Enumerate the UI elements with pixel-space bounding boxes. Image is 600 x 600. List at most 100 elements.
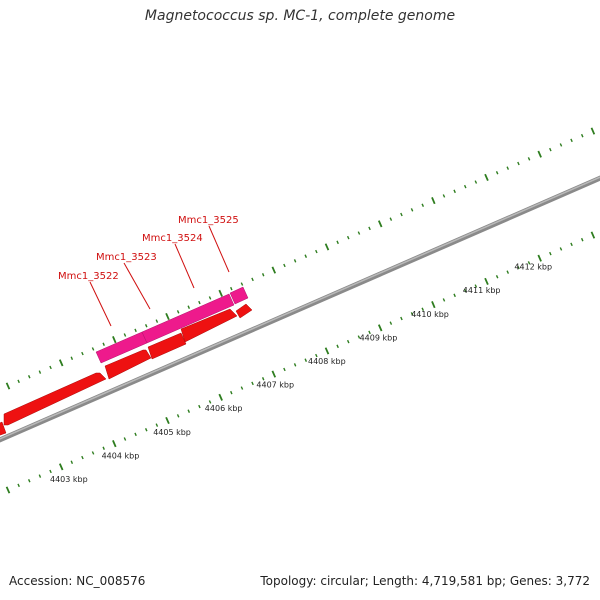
inner-tick — [537, 254, 542, 262]
scale-labels: 4403 kbp 4404 kbp 4405 kbp 4406 kbp 4407 kbp… — [50, 263, 552, 484]
gene-mmc1-3525[interactable] — [229, 286, 249, 305]
genome-backbone — [0, 175, 600, 443]
outer-tick — [537, 150, 542, 158]
inner-tick — [549, 251, 552, 256]
inner-tick — [102, 446, 105, 450]
inner-tick — [506, 270, 510, 274]
outer-tick — [580, 133, 584, 138]
inner-tick — [559, 247, 563, 251]
gene-mmc1-3523[interactable] — [141, 293, 235, 344]
gene-label[interactable]: Mmc1_3524 — [142, 233, 203, 244]
inner-tick — [112, 440, 117, 448]
outer-tick — [112, 336, 117, 344]
outer-tick — [304, 254, 308, 258]
map-title: Magnetococcus sp. MC-1, complete genome — [144, 8, 456, 24]
outer-tick — [421, 203, 425, 207]
inner-tick — [198, 404, 201, 409]
inner-tick — [421, 307, 425, 311]
inner-tick — [442, 298, 446, 302]
outer-tick — [38, 370, 42, 374]
inner-tick — [70, 460, 74, 464]
gene-reverse-2[interactable] — [104, 349, 152, 380]
outer-tick — [187, 305, 191, 309]
outer-tick — [155, 319, 159, 323]
scale-label: 4411 kbp — [463, 286, 501, 295]
inner-tick — [218, 393, 223, 401]
inner-tick — [17, 483, 20, 488]
outer-tick — [431, 197, 436, 205]
outer-tick — [208, 296, 212, 300]
scale-label: 4407 kbp — [256, 381, 294, 390]
genome-summary-text: Topology: circular; Length: 4,719,581 bp… — [260, 574, 590, 588]
inner-tick — [58, 463, 64, 471]
inner-tick — [165, 416, 170, 425]
scale-label: 4404 kbp — [102, 451, 140, 460]
inner-tick — [261, 377, 265, 381]
outer-tick — [590, 127, 596, 135]
inner-tick — [91, 451, 95, 455]
gene-reverse-5[interactable] — [235, 303, 253, 319]
outer-tick — [144, 324, 148, 328]
outer-tick — [410, 208, 414, 212]
outer-tick — [5, 382, 11, 390]
inner-tick — [474, 284, 478, 288]
gene-label[interactable]: Mmc1_3522 — [58, 271, 119, 282]
outer-tick — [251, 277, 254, 282]
outer-tick — [123, 333, 127, 337]
outer-tick — [495, 171, 499, 175]
outer-tick — [549, 147, 552, 152]
outer-tick — [389, 217, 393, 221]
inner-tick — [176, 414, 180, 418]
gene-label[interactable]: Mmc1_3523 — [96, 252, 157, 263]
gene-labels: Mmc1_3522 Mmc1_3523 Mmc1_3524 Mmc1_3525 — [58, 215, 239, 282]
outer-tick — [165, 312, 170, 321]
inner-tick — [240, 386, 244, 390]
leader-mmc1-3522 — [89, 281, 112, 327]
gene-reverse-1[interactable] — [3, 372, 107, 426]
outer-tick — [49, 365, 52, 370]
outer-tick — [368, 226, 371, 231]
scale-label: 4412 kbp — [514, 263, 552, 272]
outer-tick — [336, 240, 339, 245]
outer-tick — [293, 259, 297, 263]
outer-tick — [102, 342, 105, 346]
gene-reverse-0[interactable] — [0, 421, 7, 437]
inner-tick — [336, 344, 339, 349]
outer-tick — [91, 347, 95, 351]
inner-tick — [324, 347, 330, 355]
outer-tick — [357, 231, 361, 235]
inner-tick — [27, 479, 31, 483]
outer-tick — [176, 310, 180, 314]
scale-label: 4409 kbp — [360, 333, 398, 342]
gene-label[interactable]: Mmc1_3525 — [178, 215, 239, 226]
outer-tick — [474, 180, 478, 184]
inner-tick — [251, 381, 254, 386]
gene-reverse-4[interactable] — [180, 308, 238, 343]
outer-tick — [527, 157, 531, 161]
outer-tick — [27, 375, 31, 379]
outer-tick — [517, 161, 520, 166]
outer-tick — [70, 356, 74, 360]
inner-tick — [283, 367, 286, 372]
inner-tick — [377, 324, 383, 332]
outer-tick — [134, 328, 137, 333]
scale-label: 4408 kbp — [308, 357, 346, 366]
outer-tick — [198, 300, 201, 305]
inner-tick — [5, 486, 11, 494]
leader-mmc1-3524 — [174, 243, 195, 289]
outer-tick — [346, 235, 350, 240]
inner-tick — [230, 390, 233, 395]
outer-tick — [81, 351, 84, 356]
inner-tick — [590, 231, 596, 239]
label-leaders — [89, 225, 230, 327]
outer-tick — [230, 286, 233, 291]
reverse-genes — [0, 303, 253, 437]
outer-tick — [377, 220, 383, 228]
inner-tick — [463, 288, 467, 293]
gene-reverse-3[interactable] — [147, 332, 187, 360]
inner-tick — [357, 335, 361, 339]
inner-tick — [315, 353, 318, 358]
outer-tick — [17, 379, 20, 384]
inner-tick — [346, 339, 350, 344]
